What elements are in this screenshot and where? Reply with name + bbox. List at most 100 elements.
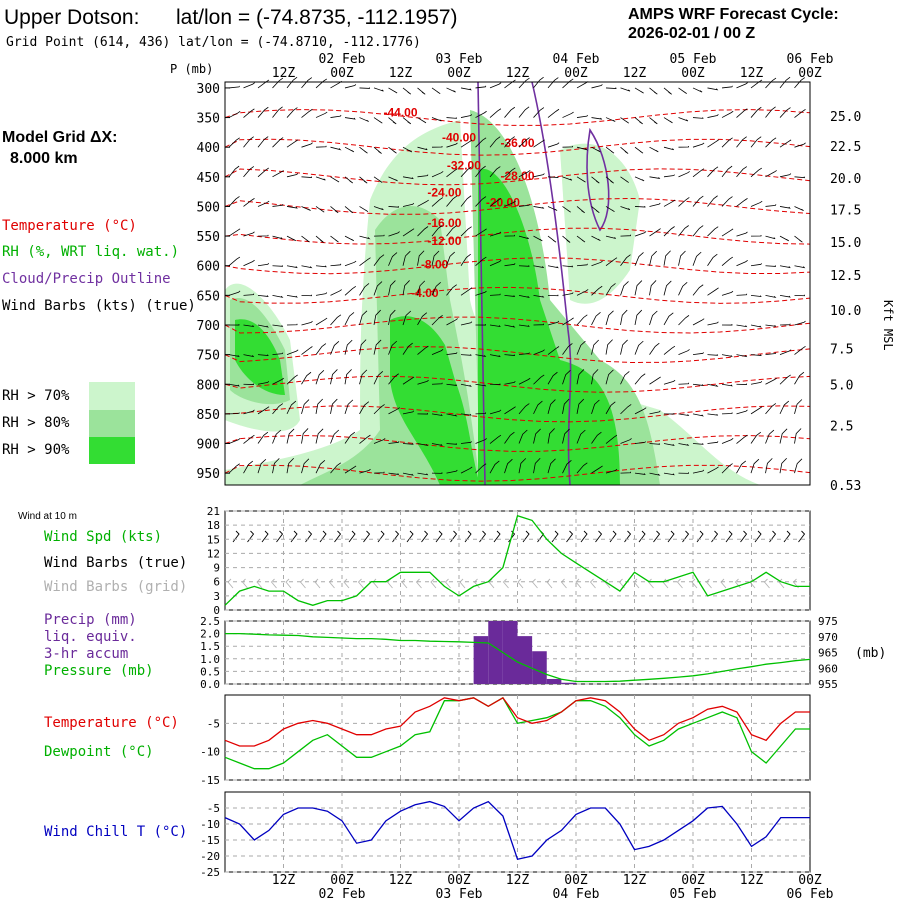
- temperature-label-1: -40.00: [442, 130, 476, 144]
- surface-wind-barb-grid: [444, 578, 451, 589]
- rh-shading-layer: [225, 110, 760, 486]
- wind-barb: [721, 324, 733, 326]
- wind-barb: [736, 460, 747, 474]
- pressure-tick-label: 350: [197, 112, 220, 127]
- wind-barb: [489, 434, 502, 444]
- wind-barb: [562, 176, 573, 181]
- wind-barb: [243, 198, 255, 207]
- legend-pressure: Pressure (mb): [44, 663, 154, 679]
- wind-barb: [257, 262, 269, 267]
- wind-barb: [431, 250, 440, 266]
- wind-barb: [620, 371, 630, 385]
- wind-barb: [533, 76, 544, 89]
- wind-barb: [678, 443, 690, 446]
- bottom-date-label: 04 Feb: [553, 887, 600, 900]
- top-hour-label: 12Z: [506, 66, 530, 81]
- wind-barb: [779, 76, 791, 89]
- wind-barb: [301, 235, 310, 243]
- wind-barb: [779, 428, 788, 444]
- wind-barb: [750, 294, 762, 298]
- wind-barb: [489, 108, 502, 118]
- wind-barb: [692, 168, 705, 178]
- wind-barb: [765, 170, 777, 178]
- wind-barb: [402, 176, 414, 180]
- temperature-label-6: -20.00: [486, 195, 520, 209]
- wind-barb: [620, 438, 632, 444]
- surface-wind-barb-grid: [575, 578, 582, 589]
- wind-barb: [721, 137, 733, 148]
- height-tick-label: 17.5: [830, 203, 861, 218]
- surface-wind-barb-true: [421, 530, 429, 543]
- wind-barb: [417, 146, 428, 151]
- wind-barb: [736, 409, 748, 415]
- wind-barb: [243, 231, 255, 237]
- cloud-outline-left: [477, 81, 486, 486]
- wind-barb: [286, 235, 297, 242]
- wind-barb: [359, 339, 367, 355]
- wind-barb: [330, 235, 339, 243]
- legend-precip-liq: liq. equiv.: [44, 629, 137, 645]
- wind-barb: [243, 166, 255, 178]
- wind-barb: [373, 404, 385, 415]
- wind-barb: [344, 176, 354, 184]
- wind-barb: [257, 406, 270, 415]
- wind-barb: [736, 82, 748, 89]
- wind-barb: [750, 431, 762, 444]
- wind-barb: [330, 398, 338, 414]
- pressure-tick-label: 450: [197, 171, 220, 186]
- wind-barb: [794, 176, 806, 179]
- wind-barb: [373, 281, 383, 296]
- wind-barb: [417, 117, 427, 124]
- wind-barb: [605, 146, 615, 154]
- wind-barb: [591, 285, 603, 296]
- wind-barb: [504, 79, 516, 89]
- surface-wind-barb-true: [566, 530, 574, 543]
- wind-barb: [533, 349, 545, 355]
- wind-barb: [388, 472, 400, 475]
- wind-barb: [460, 383, 472, 387]
- wind-barb: [272, 235, 283, 240]
- pressure-right-tick-label: 975: [818, 615, 838, 628]
- wind-barb: [547, 142, 560, 148]
- wind-barb: [359, 434, 371, 444]
- wind-barb: [475, 228, 487, 237]
- legend-rh90: RH > 90%: [2, 442, 70, 458]
- wind-barb: [301, 371, 312, 385]
- wind-barb: [620, 87, 631, 92]
- wind-barb: [301, 346, 313, 355]
- wind-barb: [359, 369, 368, 385]
- wind-barb: [678, 472, 689, 474]
- wind-barb: [388, 340, 398, 355]
- bottom-date-label: 03 Feb: [436, 887, 483, 900]
- wind-barb: [315, 265, 327, 268]
- surface-wind-barb-true: [667, 530, 675, 543]
- wind-barb: [779, 457, 787, 474]
- wind-barb: [591, 84, 603, 89]
- wind-barb: [388, 146, 397, 154]
- wind-barb: [692, 195, 704, 207]
- wind-barb: [431, 472, 443, 474]
- wind-barb: [315, 428, 324, 444]
- wind-barb: [402, 410, 415, 415]
- wind-barb: [228, 463, 240, 474]
- wind-barb: [402, 342, 413, 355]
- wind-barb: [489, 293, 501, 296]
- wind-barb: [301, 428, 309, 444]
- wind-barb: [257, 234, 269, 237]
- wind-barb: [475, 110, 487, 118]
- wind-barb: [663, 443, 675, 447]
- temperature-label-9: -8.00: [421, 258, 449, 272]
- wind-barb: [402, 280, 410, 296]
- wind-barb: [330, 263, 342, 267]
- wind-panel-ytick-label: 12: [207, 547, 220, 560]
- wind-barb: [663, 117, 673, 124]
- wind-barb: [489, 136, 501, 148]
- wind-barb: [692, 469, 705, 474]
- wind-barb: [272, 403, 284, 415]
- wind-barb: [518, 77, 530, 89]
- wind-barb: [707, 287, 719, 296]
- wind-barb: [431, 382, 443, 385]
- wind-barb: [460, 114, 473, 118]
